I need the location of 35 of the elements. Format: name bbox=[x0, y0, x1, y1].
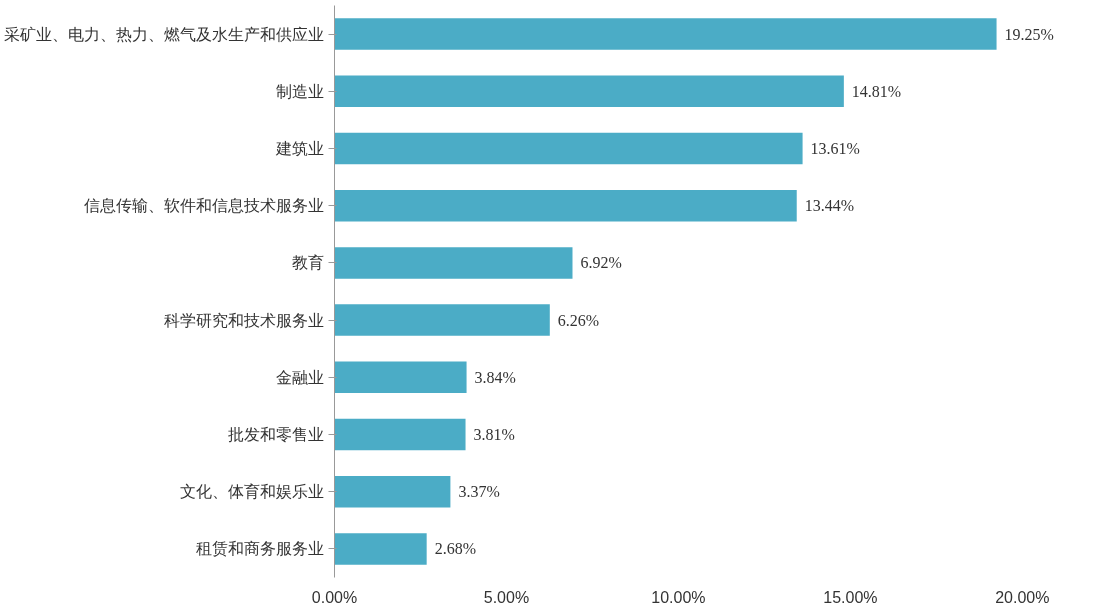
data-label: 14.81% bbox=[851, 82, 902, 100]
x-tick-label: 0.00% bbox=[311, 588, 358, 606]
data-label: 2.68% bbox=[434, 540, 476, 558]
data-label: 6.26% bbox=[557, 311, 600, 329]
data-label: 13.61% bbox=[810, 140, 860, 157]
y-tick-label: 租赁和商务服务业 bbox=[195, 540, 324, 558]
y-tick-label: 科学研究和技术服务业 bbox=[163, 311, 324, 329]
y-tick-label: 建筑业 bbox=[274, 140, 324, 157]
data-label: 13.44% bbox=[804, 197, 855, 215]
y-tick-label: 采矿业、电力、热力、燃气及水生产和供应业 bbox=[3, 25, 324, 43]
bar bbox=[334, 475, 451, 508]
data-label: 3.37% bbox=[458, 483, 500, 501]
y-tick-label: 文化、体育和娱乐业 bbox=[179, 483, 324, 501]
y-tick-label: 教育 bbox=[291, 254, 324, 272]
bar bbox=[334, 75, 844, 108]
x-tick-label: 10.00% bbox=[651, 588, 706, 606]
bar bbox=[334, 189, 797, 222]
bar bbox=[334, 247, 573, 279]
bar bbox=[334, 418, 466, 451]
y-tick-label: 制造业 bbox=[275, 82, 324, 100]
x-tick-label: 5.00% bbox=[483, 588, 530, 606]
y-tick-label: 信息传输、软件和信息技术服务业 bbox=[83, 197, 324, 215]
data-label: 3.81% bbox=[473, 426, 515, 443]
data-label: 3.84% bbox=[474, 368, 516, 386]
data-label: 6.92% bbox=[580, 254, 622, 272]
x-tick-label: 15.00% bbox=[823, 588, 878, 606]
data-label: 19.25% bbox=[1004, 25, 1054, 43]
bar bbox=[334, 533, 427, 565]
y-tick-label: 金融业 bbox=[275, 368, 324, 386]
bar bbox=[334, 132, 803, 165]
bar bbox=[334, 361, 467, 394]
bar bbox=[334, 304, 550, 336]
x-tick-label: 20.00% bbox=[995, 588, 1050, 606]
bar bbox=[334, 18, 997, 50]
y-tick-label: 批发和零售业 bbox=[227, 426, 324, 443]
